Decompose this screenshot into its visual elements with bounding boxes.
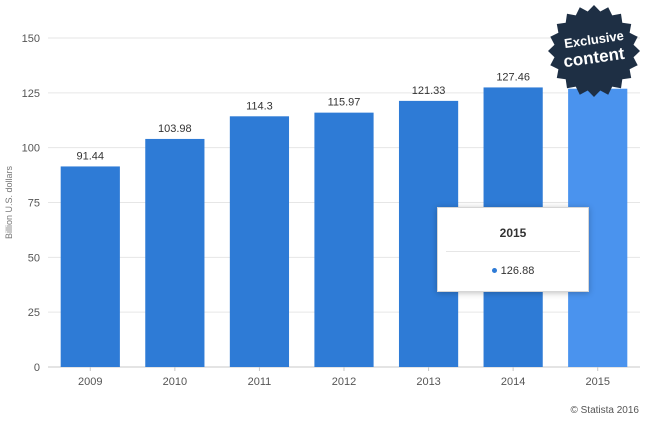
x-tick-label: 2011 xyxy=(248,376,272,388)
badge-star-icon xyxy=(548,5,640,97)
y-tick-label: 150 xyxy=(22,33,40,45)
data-label: 115.97 xyxy=(328,97,361,109)
data-label: 121.33 xyxy=(412,85,446,97)
bar xyxy=(145,138,205,367)
tooltip-divider xyxy=(446,251,580,252)
bar xyxy=(314,112,374,367)
tooltip-value-row: 126.88 xyxy=(438,265,588,277)
data-label: 114.3 xyxy=(246,100,273,112)
bar xyxy=(60,166,120,367)
data-label: 127.46 xyxy=(496,71,530,83)
data-label: 91.44 xyxy=(77,150,105,162)
bar xyxy=(229,116,290,367)
data-label: 103.98 xyxy=(158,123,192,135)
tooltip-value: 126.88 xyxy=(500,265,535,277)
tooltip-title: 2015 xyxy=(499,226,527,240)
y-tick-label: 125 xyxy=(22,88,40,100)
x-tick-label: 2014 xyxy=(501,376,525,388)
y-axis-title: Billion U.S. dollars xyxy=(4,165,14,239)
x-tick-label: 2010 xyxy=(163,376,187,388)
y-tick-label: 50 xyxy=(28,252,40,264)
x-tick-label: 2013 xyxy=(416,376,440,388)
y-tick-label: 25 xyxy=(28,307,40,319)
x-tick-label: 2015 xyxy=(585,376,609,388)
series-dot-icon xyxy=(491,267,497,273)
x-tick-label: 2012 xyxy=(332,376,356,388)
source-credit[interactable]: © Statista 2016 xyxy=(570,405,639,416)
y-tick-label: 75 xyxy=(28,198,40,210)
data-tooltip: 2015 126.88 xyxy=(437,207,589,292)
y-tick-label: 0 xyxy=(34,362,40,374)
x-tick-label: 2009 xyxy=(78,376,102,388)
exclusive-content-badge: Exclusive content xyxy=(543,3,645,99)
y-tick-label: 100 xyxy=(22,143,40,155)
